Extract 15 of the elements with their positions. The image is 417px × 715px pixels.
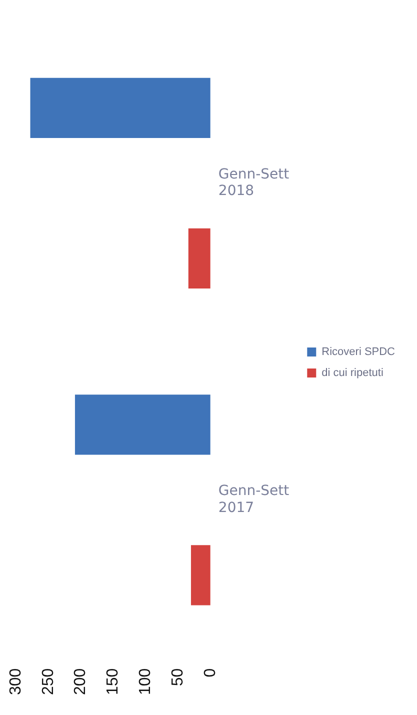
y-tick-label: Genn-Sett 2017 <box>218 483 290 516</box>
bar <box>190 545 210 606</box>
y-tick-label: Genn-Sett 2018 <box>218 166 290 200</box>
x-tick-label: 200 <box>72 668 90 696</box>
x-tick-label: 100 <box>137 668 154 696</box>
x-tick-label: 150 <box>104 668 122 696</box>
x-tick-label: 50 <box>169 668 186 686</box>
legend-label: Ricoveri SPDC <box>322 346 396 358</box>
x-tick-label: 300 <box>7 668 24 696</box>
bar <box>74 394 210 455</box>
x-tick-label: 250 <box>40 668 57 696</box>
bar <box>188 228 210 288</box>
x-tick-label: 0 <box>202 668 219 678</box>
legend-label: di cui ripetuti <box>322 367 384 380</box>
bar <box>30 78 210 138</box>
